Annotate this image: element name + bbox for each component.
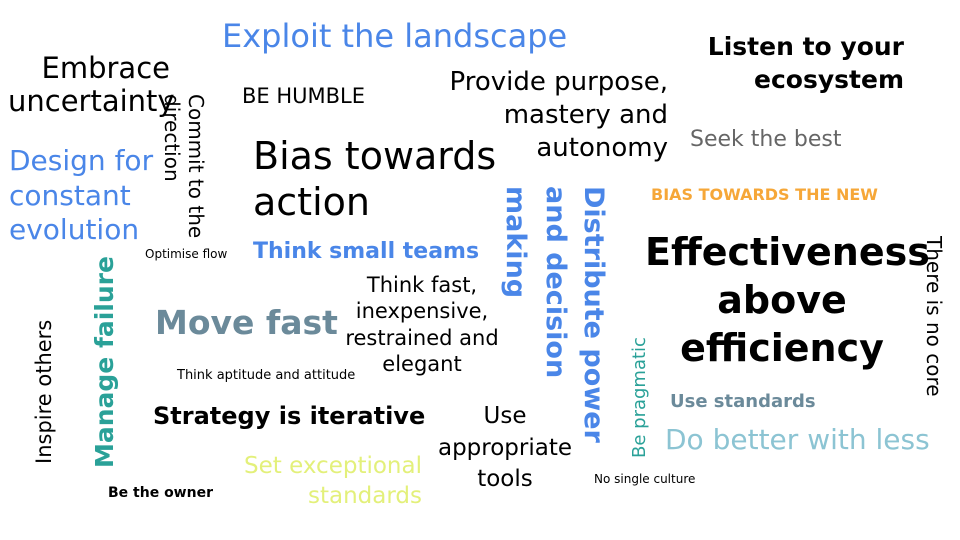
phrase-inspire-others: Inspire others [32, 319, 56, 464]
phrase-think-small-teams: Think small teams [253, 239, 480, 264]
phrase-move-fast: Move fast [155, 303, 338, 342]
phrase-line: constant [9, 178, 131, 212]
phrase-embrace-uncertainty: Embrace uncertainty [8, 51, 175, 119]
phrase-bias-towards-the-new: BIAS TOWARDS THE NEW [651, 185, 878, 204]
phrase-and-decision: and decision [540, 186, 572, 379]
phrase-line: tools [477, 466, 533, 493]
phrase-think-aptitude-and-attitude: Think aptitude and attitude [177, 368, 356, 383]
phrase-manage-failure: Manage failure [90, 256, 119, 468]
phrase-line: Provide purpose, [449, 67, 668, 97]
phrase-line: restrained and [345, 325, 499, 350]
phrase-line: above [717, 277, 847, 322]
phrase-be-the-owner: Be the owner [108, 485, 213, 501]
phrase-seek-the-best: Seek the best [690, 127, 842, 152]
phrase-line: Listen to your [707, 32, 904, 61]
phrase-line: direction [160, 94, 184, 182]
phrase-strategy-is-iterative: Strategy is iterative [153, 402, 426, 430]
phrase-use-standards: Use standards [670, 391, 816, 412]
phrase-line: Use [483, 403, 527, 429]
phrase-line: Effectiveness [645, 230, 930, 274]
phrase-line: action [253, 179, 370, 224]
phrase-effectiveness-above-efficiency: Effectiveness above efficiency [645, 229, 930, 373]
phrase-listen-to-your-ecosystem: Listen to your ecosystem [700, 31, 904, 96]
phrase-line: autonomy [536, 133, 668, 164]
phrase-bias-towards-action: Bias towards action [253, 134, 496, 225]
phrase-line: standards [307, 482, 422, 509]
phrase-commit-to-the-direction: Commit to the direction [160, 94, 208, 244]
phrase-optimise-flow: Optimise flow [145, 247, 228, 261]
phrase-line: appropriate [437, 434, 573, 461]
phrase-design-for-constant-evolution: Design for constant evolution [9, 144, 153, 248]
phrase-line: ecosystem [754, 64, 904, 94]
phrase-be-humble: BE HUMBLE [242, 84, 366, 108]
phrase-distribute-power: Distribute power [578, 186, 610, 443]
phrase-line: mastery and [503, 100, 668, 131]
phrase-use-appropriate-tools: Use appropriate tools [430, 401, 580, 496]
phrase-line: Set exceptional [244, 453, 422, 479]
phrase-exploit-the-landscape: Exploit the landscape [222, 17, 568, 55]
phrase-line: uncertainty [8, 84, 175, 119]
phrase-line: Commit to the [184, 94, 208, 239]
phrase-provide-purpose: Provide purpose, mastery and autonomy [440, 66, 668, 165]
phrase-making: making [500, 186, 532, 299]
phrase-be-pragmatic: Be pragmatic [629, 337, 650, 458]
phrase-line: Embrace [41, 51, 170, 85]
phrase-line: efficiency [680, 325, 884, 370]
phrase-line: evolution [9, 213, 140, 247]
phrase-line: elegant [382, 351, 462, 376]
phrase-do-better-with-less: Do better with less [665, 423, 930, 456]
phrase-set-exceptional-standards: Set exceptional standards [226, 452, 422, 512]
phrase-there-is-no-core: There is no core [922, 236, 946, 397]
phrase-line: inexpensive, [355, 299, 489, 324]
phrase-line: Bias towards [253, 134, 497, 178]
phrase-line: Think fast, [366, 273, 478, 297]
phrase-line: Design for [9, 144, 154, 177]
phrase-no-single-culture: No single culture [594, 472, 696, 486]
phrase-think-fast: Think fast, inexpensive, restrained and … [340, 272, 504, 377]
